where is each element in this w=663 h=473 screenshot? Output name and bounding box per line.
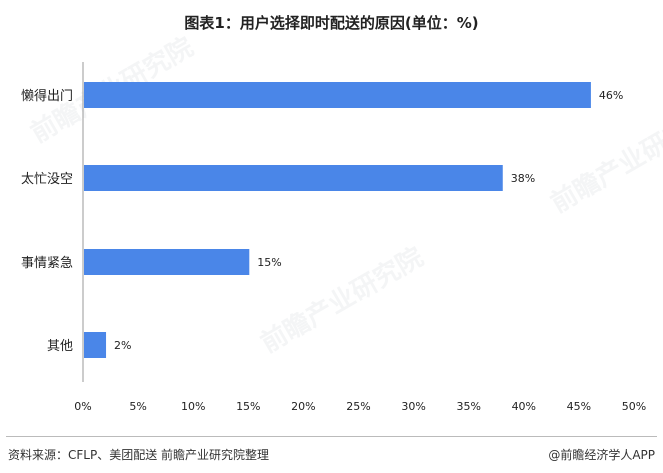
x-tick-label: 40%	[512, 400, 536, 413]
bar	[84, 332, 107, 358]
x-tick-label: 20%	[291, 400, 315, 413]
x-tick-label: 25%	[346, 400, 370, 413]
bar-chart: 46% 懒得出门 38% 太忙没空 15% 事情紧急 2% 其他 0% 5% 10% 15% 20% 25…	[21, 62, 646, 413]
category-label: 事情紧急	[21, 256, 73, 271]
x-tick-label: 45%	[567, 400, 591, 413]
x-tick-label: 15%	[236, 400, 260, 413]
source-note: 资料来源：CFLP、美团配送 前瞻产业研究院整理	[8, 448, 270, 462]
data-label: 15%	[257, 256, 281, 269]
footer-divider	[6, 436, 657, 437]
data-label: 2%	[114, 339, 131, 352]
category-label: 太忙没空	[21, 172, 73, 187]
chart-title: 图表1：用户选择即时配送的原因(单位：%)	[184, 14, 479, 32]
x-tick-label: 30%	[401, 400, 425, 413]
x-tick-label: 35%	[456, 400, 480, 413]
data-label: 46%	[599, 89, 623, 102]
x-tick-label: 10%	[181, 400, 205, 413]
brand-credit: @前瞻经济学人APP	[548, 448, 655, 462]
data-label: 38%	[511, 172, 535, 185]
category-label: 懒得出门	[21, 88, 73, 104]
bar	[84, 82, 591, 108]
bar	[84, 165, 503, 191]
x-tick-label: 5%	[129, 400, 146, 413]
x-tick-label: 0%	[74, 400, 91, 413]
category-label: 其他	[47, 339, 73, 354]
x-tick-label: 50%	[622, 400, 646, 413]
bar	[84, 249, 250, 275]
